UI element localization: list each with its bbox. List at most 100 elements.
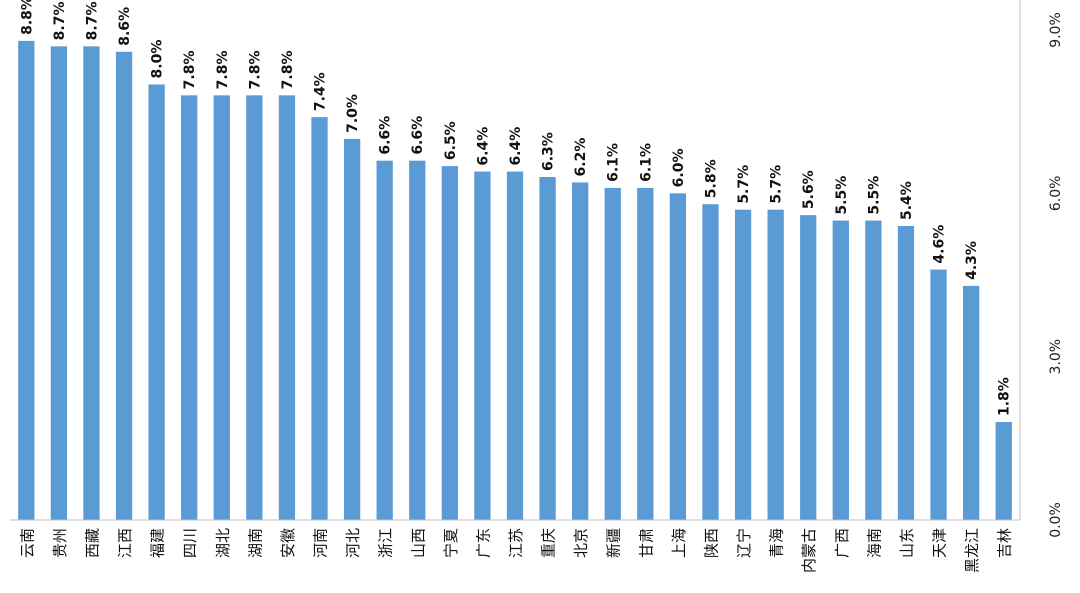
value-label-西藏: 8.7% xyxy=(84,2,100,41)
category-label-山西: 山西 xyxy=(409,528,427,558)
category-label-重庆: 重庆 xyxy=(540,528,558,558)
y-tick-label: 3.0% xyxy=(1048,339,1064,375)
value-label-广东: 6.4% xyxy=(475,127,491,166)
value-label-山西: 6.6% xyxy=(410,116,426,155)
bar-福建 xyxy=(148,84,165,520)
value-labels-layer: 8.8% 8.7% 8.7% 8.6% 8.0% 7.8% 7.8% 7.8% 7.8% 7.4%… xyxy=(19,0,1012,416)
bar-浙江 xyxy=(376,160,393,521)
category-label-北京: 北京 xyxy=(572,528,590,558)
value-label-辽宁: 5.7% xyxy=(736,165,752,204)
value-label-天津: 4.6% xyxy=(932,225,948,264)
category-label-浙江: 浙江 xyxy=(377,528,395,558)
bar-河南 xyxy=(311,117,328,521)
value-label-北京: 6.2% xyxy=(573,138,589,177)
bars-layer xyxy=(18,40,1012,521)
bar-青海 xyxy=(767,209,784,521)
bar-江苏 xyxy=(506,171,524,520)
bar-贵州 xyxy=(50,46,68,520)
value-label-广西: 5.5% xyxy=(834,176,850,215)
value-label-河南: 7.4% xyxy=(313,72,329,111)
bar-安徽 xyxy=(278,95,296,520)
bar-湖南 xyxy=(246,95,263,520)
bar-辽宁 xyxy=(734,209,752,521)
category-label-贵州: 贵州 xyxy=(51,528,69,558)
value-label-浙江: 6.6% xyxy=(378,116,394,155)
value-label-贵州: 8.7% xyxy=(52,2,68,41)
category-label-河南: 河南 xyxy=(312,528,330,558)
value-label-福建: 8.0% xyxy=(150,40,166,79)
bar-新疆 xyxy=(604,187,621,520)
value-label-陕西: 5.8% xyxy=(703,159,719,198)
category-label-辽宁: 辽宁 xyxy=(735,528,753,558)
bar-河北 xyxy=(343,138,361,520)
bar-黑龙江 xyxy=(962,285,980,520)
category-label-陕西: 陕西 xyxy=(702,528,720,558)
category-label-甘肃: 甘肃 xyxy=(637,528,655,558)
bar-广东 xyxy=(474,171,491,520)
bar-北京 xyxy=(572,182,589,520)
value-label-河北: 7.0% xyxy=(345,94,361,133)
category-label-海南: 海南 xyxy=(865,528,883,558)
category-label-青海: 青海 xyxy=(768,528,786,558)
value-label-新疆: 6.1% xyxy=(606,143,622,182)
bar-广西 xyxy=(832,220,849,520)
category-label-福建: 福建 xyxy=(149,528,167,558)
value-label-甘肃: 6.1% xyxy=(638,143,654,182)
category-label-广东: 广东 xyxy=(474,528,492,558)
bar-海南 xyxy=(865,220,882,520)
value-label-宁夏: 6.5% xyxy=(443,121,459,160)
category-label-安徽: 安徽 xyxy=(279,528,297,558)
category-label-宁夏: 宁夏 xyxy=(442,528,460,558)
bar-云南 xyxy=(18,40,35,520)
bar-甘肃 xyxy=(637,187,654,520)
y-tick-label: 0.0% xyxy=(1048,502,1064,538)
value-label-上海: 6.0% xyxy=(671,149,687,188)
category-label-内蒙古: 内蒙古 xyxy=(800,528,818,573)
value-label-江苏: 6.4% xyxy=(508,127,524,166)
category-label-吉林: 吉林 xyxy=(996,528,1014,558)
category-label-云南: 云南 xyxy=(18,528,36,558)
y-tick-label: 9.0% xyxy=(1048,12,1064,48)
bar-吉林 xyxy=(995,422,1012,520)
category-label-江西: 江西 xyxy=(116,528,134,558)
value-label-四川: 7.8% xyxy=(182,51,198,90)
value-label-湖南: 7.8% xyxy=(247,51,263,90)
category-label-新疆: 新疆 xyxy=(605,528,623,558)
y-axis-ticks: 0.0% 3.0% 6.0% 9.0% xyxy=(1048,12,1064,538)
value-label-山东: 5.4% xyxy=(899,181,915,220)
bar-陕西 xyxy=(702,204,719,520)
category-label-湖南: 湖南 xyxy=(246,528,264,558)
value-label-内蒙古: 5.6% xyxy=(801,170,817,209)
bar-天津 xyxy=(930,269,947,520)
category-labels-layer: 云南 贵州 西藏 江西 福建 四川 湖北 湖南 安徽 河南 河北 浙江 山西 宁夏 广东 江苏 重庆 北京 新疆 甘肃… xyxy=(18,528,1013,573)
bar-宁夏 xyxy=(441,166,458,521)
category-label-天津: 天津 xyxy=(931,528,949,558)
value-label-青海: 5.7% xyxy=(769,165,785,204)
value-label-重庆: 6.3% xyxy=(541,132,557,171)
bar-上海 xyxy=(669,193,687,520)
category-label-山东: 山东 xyxy=(898,528,916,558)
y-tick-label: 6.0% xyxy=(1048,176,1064,212)
category-label-湖北: 湖北 xyxy=(214,528,232,558)
bar-江西 xyxy=(115,51,133,520)
category-label-江苏: 江苏 xyxy=(507,528,525,558)
value-label-江西: 8.6% xyxy=(117,7,133,46)
category-label-河北: 河北 xyxy=(344,528,362,558)
category-label-西藏: 西藏 xyxy=(83,528,101,558)
bar-西藏 xyxy=(83,46,100,520)
bar-湖北 xyxy=(213,95,230,520)
bar-山东 xyxy=(897,226,915,520)
value-label-黑龙江: 4.3% xyxy=(964,241,980,280)
value-label-云南: 8.8% xyxy=(19,0,35,35)
bar-内蒙古 xyxy=(800,215,817,521)
bar-四川 xyxy=(181,95,198,520)
value-label-湖北: 7.8% xyxy=(215,51,231,90)
category-label-四川: 四川 xyxy=(181,528,199,558)
category-label-广西: 广西 xyxy=(833,528,851,558)
bar-山西 xyxy=(409,160,426,521)
category-label-黑龙江: 黑龙江 xyxy=(963,528,981,573)
value-label-吉林: 1.8% xyxy=(997,377,1013,416)
value-label-安徽: 7.8% xyxy=(280,51,296,90)
category-label-上海: 上海 xyxy=(670,528,688,558)
